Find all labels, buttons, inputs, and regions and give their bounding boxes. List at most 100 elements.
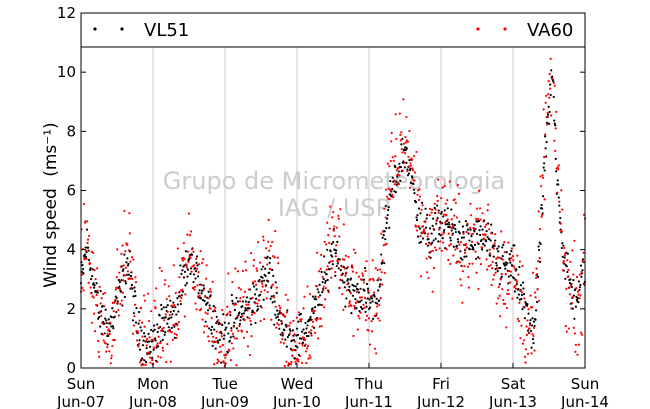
data-point [274,305,277,308]
data-point [295,327,299,330]
data-point [453,214,456,217]
data-point [440,197,443,200]
data-point [351,266,354,269]
y-axis-label-unit: (ms⁻¹) [41,122,61,176]
data-point [354,251,357,255]
data-point [513,290,516,293]
data-point [229,311,232,314]
data-point [533,349,536,352]
data-point [139,326,142,329]
data-point [352,248,356,251]
data-point [163,283,166,286]
data-point [410,158,414,161]
data-point [420,208,423,211]
data-point [258,280,261,283]
data-point [293,333,296,336]
data-point [469,228,472,231]
data-point [195,308,198,311]
data-point [358,296,362,299]
data-point [125,261,128,264]
data-point [529,329,533,333]
data-point [472,223,476,226]
data-point [438,233,441,236]
data-point [249,319,252,323]
data-point [515,283,518,286]
data-point [417,224,420,228]
data-point [215,336,218,340]
data-point [104,317,107,320]
data-point [356,299,359,303]
data-point [276,315,279,318]
data-point [373,314,376,317]
data-point [161,346,164,349]
data-point [404,135,407,139]
data-point [294,348,297,352]
data-point [458,220,461,223]
data-point [165,306,168,309]
data-point [140,321,144,324]
data-point [278,304,281,307]
data-point [315,284,318,288]
data-point [305,347,309,350]
data-point [285,311,288,314]
data-point [315,319,318,322]
data-point [255,288,258,291]
data-point [368,306,372,309]
data-point [441,186,444,189]
data-point [537,299,541,302]
data-point [108,350,111,353]
data-points [79,23,587,368]
data-point [275,291,278,294]
data-point [414,201,418,204]
data-point [229,359,232,362]
data-point [283,329,286,332]
data-point [123,274,126,277]
data-point [515,280,518,284]
data-point [222,361,225,364]
data-point [321,303,324,307]
data-point [342,265,345,268]
data-point [226,312,229,315]
data-point [296,346,299,349]
data-point [311,295,315,298]
data-point [538,256,541,260]
data-point [234,303,237,306]
data-point [532,320,536,323]
data-point [535,267,538,270]
data-point [310,318,313,321]
data-point [582,251,585,254]
data-point [346,265,349,269]
data-point [209,294,212,297]
data-point [336,260,339,263]
data-point [151,358,154,362]
data-point [416,214,419,217]
data-point [315,298,318,301]
data-point [512,265,515,268]
data-point [495,264,498,267]
data-point [170,316,173,319]
data-point [395,183,398,186]
data-point [204,295,207,298]
data-point [578,288,581,292]
data-point [358,300,362,303]
data-point [461,301,464,304]
data-point [197,271,200,274]
data-point [318,303,321,306]
data-point [489,239,492,242]
data-point [569,284,572,287]
data-point [243,318,246,322]
data-point [509,270,512,273]
data-point [189,256,192,259]
data-point [321,291,324,294]
data-point [95,282,98,285]
data-point [294,360,297,363]
data-point [512,259,515,262]
data-point [326,265,329,268]
data-point [251,281,255,284]
data-point [102,339,105,342]
data-point [179,264,182,267]
data-point [183,257,186,260]
data-point [514,287,517,290]
data-point [409,181,413,184]
data-point [107,328,110,331]
